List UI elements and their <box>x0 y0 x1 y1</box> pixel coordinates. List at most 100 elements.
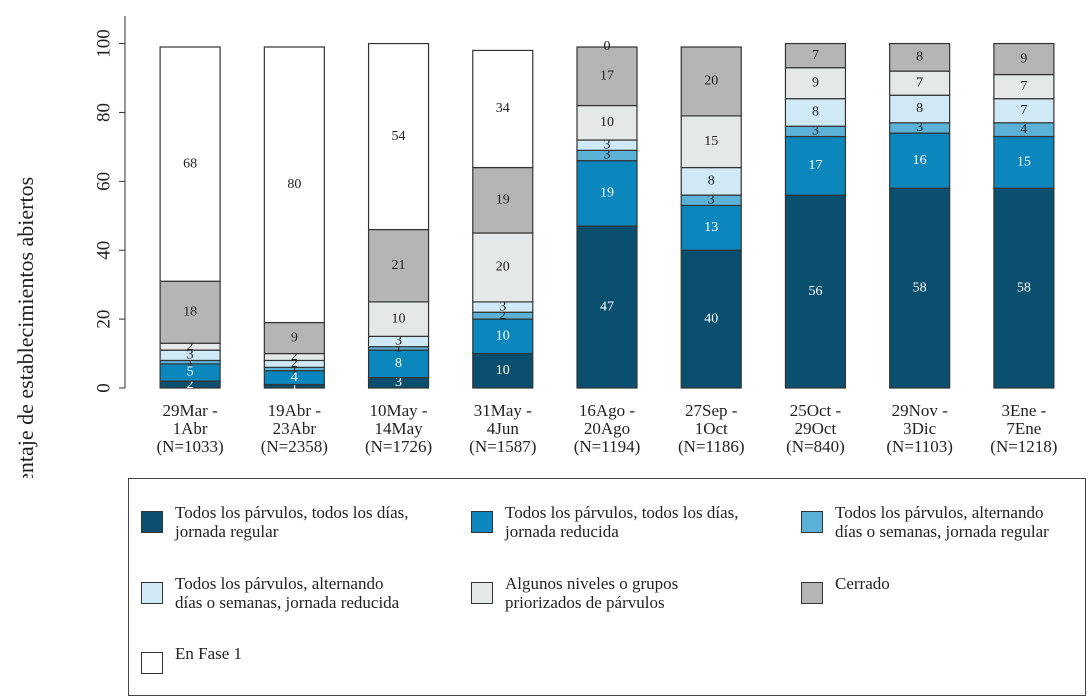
data-label: 17 <box>808 158 822 173</box>
x-tick-label-line: 10May - <box>370 401 428 420</box>
data-label: 34 <box>496 101 510 116</box>
x-tick-label: 29Nov -3Dic (N=1103) <box>886 401 953 456</box>
bar-segment <box>680 249 742 389</box>
bar-segment <box>784 194 847 389</box>
legend-item: Algunos niveles o grupos priorizados de … <box>471 574 801 633</box>
bar-segment <box>784 42 847 69</box>
y-tick-label: 0 <box>93 383 114 393</box>
data-label: 4 <box>291 370 298 385</box>
data-label: 16 <box>913 153 927 168</box>
legend-swatch <box>801 581 823 604</box>
data-label: 3 <box>395 334 402 349</box>
bar-segment <box>576 46 638 107</box>
x-tick-label-line: 20Ago <box>584 419 630 438</box>
x-tick-label: 31May -4Jun (N=1587) <box>469 401 536 456</box>
bar-segment <box>784 135 847 196</box>
data-label: 3 <box>916 120 923 135</box>
data-label: 8 <box>916 50 923 65</box>
x-tick-label-line: 3Dic <box>903 419 937 438</box>
data-label: 54 <box>392 129 406 144</box>
bar-segment <box>993 98 1055 124</box>
bar-segment <box>993 135 1055 189</box>
x-tick-label-line: 29Mar - <box>162 401 218 420</box>
bar-segment <box>889 94 951 124</box>
data-label: 21 <box>392 258 406 273</box>
data-label: 2 <box>187 339 194 354</box>
data-label: 9 <box>291 330 298 345</box>
data-label: 20 <box>704 74 718 89</box>
legend-swatch <box>141 511 163 533</box>
legend-item: Todos los párvulos, todos los días, jorn… <box>471 503 801 562</box>
data-label: 68 <box>183 156 197 171</box>
legend-label: Algunos niveles o grupos priorizados de … <box>505 573 679 612</box>
data-label: 3 <box>708 192 715 207</box>
data-label: 8 <box>916 101 923 116</box>
x-tick-label: 29Mar -1Abr (N=1033) <box>157 401 224 456</box>
x-tick-label-line: (N=840) <box>786 437 845 456</box>
bar-segment <box>993 73 1055 100</box>
data-label: 3 <box>812 124 819 139</box>
data-label: 1 <box>395 341 402 356</box>
x-tick-label-line: 29Oct <box>795 419 837 438</box>
x-tick-label-line: 23Abr <box>273 419 317 438</box>
legend-item: Todos los párvulos, alternando días o se… <box>801 503 1088 562</box>
bar-segment <box>576 225 638 389</box>
bar-segment <box>784 98 847 127</box>
legend-swatch <box>471 581 493 604</box>
x-tick-label-line: (N=1194) <box>574 437 641 456</box>
legend-item: Todos los párvulos, todos los días, jorn… <box>141 503 471 562</box>
y-tick-label: 60 <box>93 172 114 191</box>
x-tick-label: 16Ago -20Ago (N=1194) <box>574 401 641 456</box>
x-tick-label-line: 14May <box>374 419 423 438</box>
x-tick-label-line: 19Abr - <box>268 401 322 420</box>
data-label: 8 <box>708 174 715 189</box>
legend-swatch <box>141 652 163 675</box>
x-tick-label-line: 7Ene <box>1006 419 1041 438</box>
data-label: 8 <box>395 356 402 371</box>
x-tick-label-line: 1Oct <box>695 419 728 438</box>
y-tick-label: 20 <box>93 310 114 329</box>
data-label: 1 <box>291 361 298 376</box>
x-tick-label-line: (N=2358) <box>261 437 328 456</box>
data-label: 47 <box>600 299 614 314</box>
data-label: 0 <box>604 39 611 54</box>
legend-label: Todos los párvulos, todos los días, jorn… <box>505 503 739 541</box>
bar-segment <box>576 104 638 141</box>
bar-segment <box>993 42 1055 76</box>
x-tick-label-line: 25Oct - <box>790 401 842 420</box>
data-label: 15 <box>1017 155 1031 170</box>
data-label: 7 <box>1020 79 1027 94</box>
legend-swatch <box>141 581 163 604</box>
x-tick-label-line: 4Jun <box>487 419 520 438</box>
x-tick-label: 25Oct -29Oct (N=840) <box>786 401 845 456</box>
x-tick-label-line: 1Abr <box>173 419 208 438</box>
data-label: 8 <box>812 105 819 120</box>
data-label: 18 <box>183 304 197 319</box>
data-label: 58 <box>1017 280 1031 295</box>
legend-item: Cerrado <box>801 574 1088 633</box>
bar-segment <box>680 46 742 117</box>
data-label: 2 <box>499 308 506 323</box>
legend-label: Todos los párvulos, todos los días, jorn… <box>175 503 409 541</box>
legend: Todos los párvulos, todos los días, jorn… <box>128 478 1086 696</box>
data-label: 2 <box>291 356 298 371</box>
legend-label: Todos los párvulos, alternando días o se… <box>835 503 1049 541</box>
data-label: 9 <box>1020 51 1027 66</box>
data-label: 1 <box>291 378 298 393</box>
data-label: 10 <box>496 329 510 344</box>
data-label: 58 <box>913 280 927 295</box>
bar-segment <box>889 42 951 72</box>
data-label: 10 <box>496 363 510 378</box>
data-label: 40 <box>704 311 718 326</box>
x-tick-label-line: (N=1186) <box>678 437 745 456</box>
bar-segment <box>680 115 742 169</box>
legend-item: Todos los párvulos, alternando días o se… <box>141 574 471 633</box>
bar-segment <box>367 42 430 231</box>
bar-segment <box>472 352 534 389</box>
data-label: 7 <box>812 48 819 63</box>
y-axis-label: Porcentaje de establecimientos abiertos <box>13 177 38 478</box>
bar-segment <box>159 280 221 344</box>
x-tick-label-line: 29Nov - <box>892 401 949 420</box>
bar-segment <box>680 166 742 196</box>
